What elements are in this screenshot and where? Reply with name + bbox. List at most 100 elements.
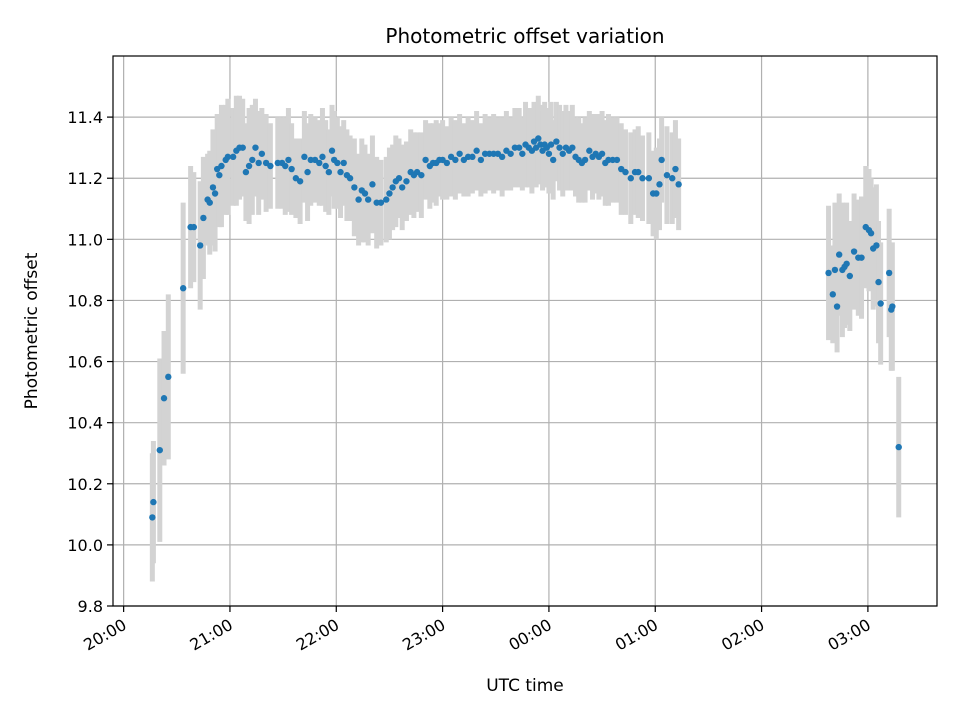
data-point xyxy=(150,498,157,506)
data-point xyxy=(498,153,506,161)
data-point xyxy=(200,214,207,222)
data-point xyxy=(355,196,362,203)
data-point xyxy=(559,150,566,157)
data-point xyxy=(216,171,223,179)
data-point xyxy=(160,395,168,402)
data-points xyxy=(149,135,902,521)
data-point xyxy=(549,156,557,164)
data-point xyxy=(889,303,896,310)
data-point xyxy=(252,144,259,151)
data-point xyxy=(229,153,237,161)
y-tick-label: 11.0 xyxy=(67,230,103,249)
data-point xyxy=(877,300,884,307)
data-point xyxy=(586,147,593,154)
data-point xyxy=(196,242,204,249)
y-axis-label: Photometric offset xyxy=(22,252,42,409)
data-point xyxy=(395,175,403,182)
data-point xyxy=(288,165,295,173)
data-point xyxy=(328,147,336,154)
data-point xyxy=(635,168,642,176)
y-tick-label: 10.2 xyxy=(67,475,103,494)
data-point xyxy=(569,144,576,151)
y-tick-label: 10.0 xyxy=(67,536,103,555)
chart-title: Photometric offset variation xyxy=(385,24,664,48)
data-point xyxy=(364,196,372,203)
data-point xyxy=(334,159,341,167)
data-point xyxy=(507,150,514,157)
data-point xyxy=(369,181,376,188)
data-point xyxy=(316,159,323,167)
data-point xyxy=(663,171,671,179)
data-point xyxy=(398,184,406,191)
data-point xyxy=(361,190,369,197)
data-point xyxy=(553,138,560,145)
data-point xyxy=(545,150,553,157)
data-point xyxy=(255,159,262,167)
data-point xyxy=(282,162,289,170)
data-point xyxy=(351,184,358,191)
plot-frame xyxy=(112,55,938,607)
data-point xyxy=(389,184,396,191)
data-point xyxy=(515,144,523,151)
data-point xyxy=(218,162,225,170)
data-point xyxy=(340,159,347,167)
y-tick-label: 10.8 xyxy=(67,291,103,310)
data-point xyxy=(867,230,875,237)
data-point xyxy=(224,153,232,161)
data-point xyxy=(452,156,459,164)
data-point xyxy=(156,446,163,454)
data-point xyxy=(267,162,274,170)
data-point xyxy=(875,278,882,286)
data-point xyxy=(386,190,393,197)
data-point xyxy=(206,199,213,206)
data-point xyxy=(639,175,646,182)
data-point xyxy=(477,156,485,164)
x-axis-label: UTC time xyxy=(486,676,564,696)
data-point xyxy=(149,514,156,521)
data-point xyxy=(242,168,250,176)
data-point xyxy=(456,150,463,157)
data-point xyxy=(885,269,893,277)
data-point xyxy=(675,181,682,188)
data-point xyxy=(833,303,841,310)
data-point xyxy=(249,156,256,164)
data-point xyxy=(658,156,665,164)
data-point xyxy=(825,269,832,277)
data-point xyxy=(835,251,843,258)
data-point xyxy=(239,144,246,151)
data-point xyxy=(296,178,304,185)
data-point xyxy=(319,153,326,161)
data-point xyxy=(245,162,253,170)
data-point xyxy=(547,141,555,148)
data-point xyxy=(211,190,219,197)
data-point xyxy=(179,285,187,292)
data-point xyxy=(403,178,410,185)
y-tick-label: 11.2 xyxy=(67,169,103,188)
data-point xyxy=(418,171,425,179)
data-point xyxy=(843,260,850,267)
data-point xyxy=(672,165,679,173)
data-point xyxy=(645,175,653,182)
data-point xyxy=(422,156,429,164)
data-point xyxy=(469,153,476,161)
data-point xyxy=(209,184,217,191)
data-point xyxy=(325,168,333,176)
data-point xyxy=(556,144,563,151)
data-point xyxy=(473,147,480,154)
data-point xyxy=(653,190,660,197)
data-point xyxy=(598,150,606,157)
data-point xyxy=(669,175,676,182)
data-point xyxy=(846,272,854,280)
y-tick-label: 11.4 xyxy=(67,108,103,127)
data-point xyxy=(443,159,451,167)
data-point xyxy=(383,196,390,203)
y-tick-label: 10.4 xyxy=(67,414,103,433)
data-point xyxy=(346,175,354,182)
data-point xyxy=(301,153,308,161)
data-point xyxy=(622,168,629,176)
data-point xyxy=(850,248,858,255)
y-tick-label: 9.8 xyxy=(78,597,103,616)
data-point xyxy=(858,254,865,261)
